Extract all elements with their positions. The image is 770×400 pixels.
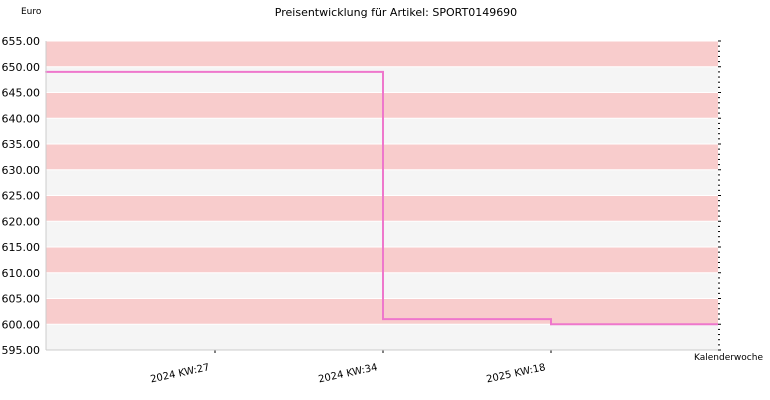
x-tick-labels: 2024 KW:27 2024 KW:34 2025 KW:18 (149, 362, 546, 385)
x-axis-label: Kalenderwoche (694, 353, 763, 363)
y-tick-label: 640.00 (2, 112, 41, 125)
y-tick-label: 625.00 (2, 190, 41, 203)
price-series-line (46, 70, 718, 326)
y-tick-label: 605.00 (2, 293, 41, 306)
y-tick-label: 620.00 (2, 215, 41, 228)
chart-title: Preisentwicklung für Artikel: SPORT01496… (275, 6, 517, 19)
background-band (46, 41, 718, 67)
y-tick-label: 655.00 (2, 35, 41, 48)
x-tick-label: 2024 KW:27 (149, 362, 210, 385)
y-tick-labels: 595.00 600.00 605.00 610.00 615.00 620.00 625.… (2, 35, 41, 357)
y-tick-label: 635.00 (2, 138, 41, 151)
x-tick-label: 2024 KW:34 (317, 362, 378, 385)
y-tick-label: 595.00 (2, 344, 41, 357)
background-band (46, 324, 718, 350)
y-axis-label: Euro (21, 7, 42, 17)
price-point (550, 323, 552, 326)
y-tick-label: 630.00 (2, 164, 41, 177)
y-tick-label: 615.00 (2, 241, 41, 254)
y-tick-label: 645.00 (2, 87, 41, 100)
price-point (382, 318, 384, 321)
x-tick-label: 2025 KW:18 (485, 362, 546, 385)
y-tick-label: 650.00 (2, 61, 41, 74)
y-tick-label: 610.00 (2, 267, 41, 280)
axes (45, 40, 721, 353)
y-tick-label: 600.00 (2, 318, 41, 331)
